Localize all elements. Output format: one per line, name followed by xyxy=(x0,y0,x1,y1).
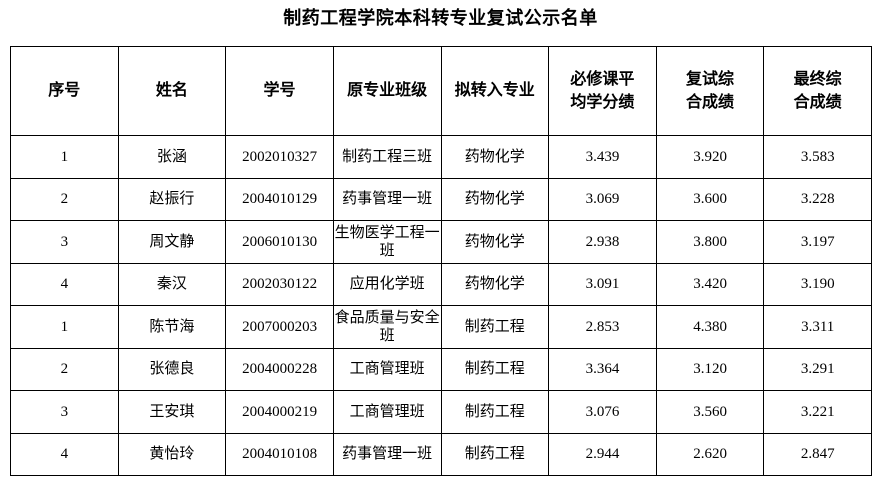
column-header-label: 最终综 合成绩 xyxy=(793,70,842,111)
cell-sid: 2006010130 xyxy=(225,220,334,264)
column-header-label: 原专业班级 xyxy=(347,82,428,100)
column-header-gpa: 必修课平 均学分绩 xyxy=(548,46,657,136)
table-row: 2 赵振行 2004010129 药事管理一班 药物化学 3.069 3.600 3.228 xyxy=(10,177,872,221)
roster-table: 序号 姓名 学号 原专业班级 拟转入专业 必修课平 均学分绩 复试综 合成绩 最终综 合成绩 … xyxy=(10,46,872,476)
column-header-label: 学号 xyxy=(263,82,296,100)
cell-origin: 药事管理一班 xyxy=(332,432,442,476)
cell-gpa: 3.439 xyxy=(548,135,657,179)
cell-index: 3 xyxy=(10,220,119,264)
cell-retest: 3.600 xyxy=(655,177,765,221)
cell-index: 1 xyxy=(10,135,119,179)
column-header-final: 最终综 合成绩 xyxy=(763,46,872,136)
cell-target: 制药工程 xyxy=(440,305,550,349)
cell-target: 制药工程 xyxy=(440,390,550,434)
cell-index: 4 xyxy=(10,262,119,306)
table-row: 1 张涵 2002010327 制药工程三班 药物化学 3.439 3.920 3.583 xyxy=(10,135,872,179)
cell-name: 张涵 xyxy=(117,135,227,179)
column-header-label: 姓名 xyxy=(155,82,188,100)
table-row: 4 黄怡玲 2004010108 药事管理一班 制药工程 2.944 2.620 2.847 xyxy=(10,432,872,476)
cell-name: 张德良 xyxy=(117,347,227,391)
cell-name: 王安琪 xyxy=(117,390,227,434)
cell-target: 制药工程 xyxy=(440,347,550,391)
cell-target: 药物化学 xyxy=(440,177,550,221)
cell-index: 2 xyxy=(10,177,119,221)
cell-name: 周文静 xyxy=(117,220,227,264)
column-header-target: 拟转入专业 xyxy=(440,46,550,136)
cell-origin: 药事管理一班 xyxy=(332,177,442,221)
cell-name: 赵振行 xyxy=(117,177,227,221)
cell-retest: 3.920 xyxy=(655,135,765,179)
cell-final: 2.847 xyxy=(763,432,872,476)
cell-gpa: 3.364 xyxy=(548,347,657,391)
cell-index: 1 xyxy=(10,305,119,349)
cell-retest: 2.620 xyxy=(655,432,765,476)
cell-index: 3 xyxy=(10,390,119,434)
cell-gpa: 2.853 xyxy=(548,305,657,349)
cell-origin: 应用化学班 xyxy=(332,262,442,306)
cell-sid: 2002030122 xyxy=(225,262,334,306)
cell-retest: 4.380 xyxy=(655,305,765,349)
cell-origin: 工商管理班 xyxy=(332,390,442,434)
cell-target: 制药工程 xyxy=(440,432,550,476)
cell-gpa: 2.944 xyxy=(548,432,657,476)
table-header-row: 序号 姓名 学号 原专业班级 拟转入专业 必修课平 均学分绩 复试综 合成绩 最终综 合成绩 xyxy=(10,46,872,136)
column-header-origin: 原专业班级 xyxy=(332,46,442,136)
cell-name: 陈节海 xyxy=(117,305,227,349)
cell-gpa: 3.069 xyxy=(548,177,657,221)
table-row: 3 周文静 2006010130 生物医学工程一班 药物化学 2.938 3.800 3.19… xyxy=(10,220,872,264)
cell-origin: 食品质量与安全班 xyxy=(332,305,442,349)
table-header: 序号 姓名 学号 原专业班级 拟转入专业 必修课平 均学分绩 复试综 合成绩 最终综 合成绩 xyxy=(10,46,872,136)
column-header-name: 姓名 xyxy=(117,46,227,136)
column-header-label: 复试综 合成绩 xyxy=(686,70,735,111)
cell-target: 药物化学 xyxy=(440,262,550,306)
cell-final: 3.197 xyxy=(763,220,872,264)
cell-final: 3.228 xyxy=(763,177,872,221)
cell-sid: 2004000228 xyxy=(225,347,334,391)
cell-name: 秦汉 xyxy=(117,262,227,306)
table-row: 3 王安琪 2004000219 工商管理班 制药工程 3.076 3.560 3.221 xyxy=(10,390,872,434)
cell-final: 3.291 xyxy=(763,347,872,391)
column-header-label: 必修课平 均学分绩 xyxy=(570,70,635,111)
cell-sid: 2002010327 xyxy=(225,135,334,179)
cell-origin: 生物医学工程一班 xyxy=(332,220,442,264)
cell-retest: 3.420 xyxy=(655,262,765,306)
cell-index: 2 xyxy=(10,347,119,391)
cell-sid: 2004010129 xyxy=(225,177,334,221)
cell-target: 药物化学 xyxy=(440,135,550,179)
cell-gpa: 3.076 xyxy=(548,390,657,434)
cell-final: 3.190 xyxy=(763,262,872,306)
cell-origin: 工商管理班 xyxy=(332,347,442,391)
cell-sid: 2004000219 xyxy=(225,390,334,434)
table-row: 4 秦汉 2002030122 应用化学班 药物化学 3.091 3.420 3.190 xyxy=(10,262,872,306)
cell-retest: 3.120 xyxy=(655,347,765,391)
cell-index: 4 xyxy=(10,432,119,476)
cell-final: 3.311 xyxy=(763,305,872,349)
cell-gpa: 2.938 xyxy=(548,220,657,264)
cell-retest: 3.800 xyxy=(655,220,765,264)
table-row: 1 陈节海 2007000203 食品质量与安全班 制药工程 2.853 4.380 3.31… xyxy=(10,305,872,349)
cell-target: 药物化学 xyxy=(440,220,550,264)
roster-table-container: 序号 姓名 学号 原专业班级 拟转入专业 必修课平 均学分绩 复试综 合成绩 最终综 合成绩 … xyxy=(10,46,872,476)
column-header-sid: 学号 xyxy=(225,46,334,136)
table-body: 1 张涵 2002010327 制药工程三班 药物化学 3.439 3.920 3.583 2 赵… xyxy=(10,135,872,476)
cell-final: 3.583 xyxy=(763,135,872,179)
page-title: 制药工程学院本科转专业复试公示名单 xyxy=(283,8,598,28)
cell-sid: 2004010108 xyxy=(225,432,334,476)
cell-sid: 2007000203 xyxy=(225,305,334,349)
column-header-label: 序号 xyxy=(48,82,81,100)
column-header-label: 拟转入专业 xyxy=(454,82,535,100)
column-header-retest: 复试综 合成绩 xyxy=(655,46,765,136)
cell-origin: 制药工程三班 xyxy=(332,135,442,179)
table-row: 2 张德良 2004000228 工商管理班 制药工程 3.364 3.120 3.291 xyxy=(10,347,872,391)
cell-gpa: 3.091 xyxy=(548,262,657,306)
column-header-index: 序号 xyxy=(10,46,119,136)
cell-final: 3.221 xyxy=(763,390,872,434)
cell-retest: 3.560 xyxy=(655,390,765,434)
cell-name: 黄怡玲 xyxy=(117,432,227,476)
